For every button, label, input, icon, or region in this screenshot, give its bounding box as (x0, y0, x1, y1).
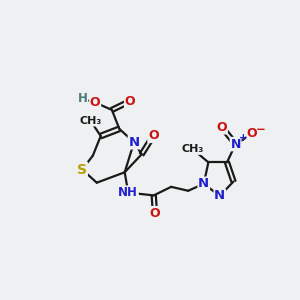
Text: H: H (78, 92, 88, 105)
Text: O: O (90, 96, 101, 109)
Text: O: O (150, 207, 160, 220)
Text: CH₃: CH₃ (182, 144, 204, 154)
Text: O: O (125, 94, 135, 108)
Text: N: N (214, 189, 225, 203)
Text: N: N (230, 138, 241, 151)
Text: N: N (198, 177, 209, 190)
Text: N: N (128, 136, 140, 149)
Text: O: O (247, 127, 257, 140)
Text: S: S (77, 163, 87, 176)
Text: O: O (148, 129, 159, 142)
Text: O: O (217, 121, 227, 134)
Text: CH₃: CH₃ (80, 116, 102, 126)
Text: −: − (256, 123, 266, 136)
Text: NH: NH (118, 186, 138, 199)
Text: +: + (239, 133, 248, 143)
